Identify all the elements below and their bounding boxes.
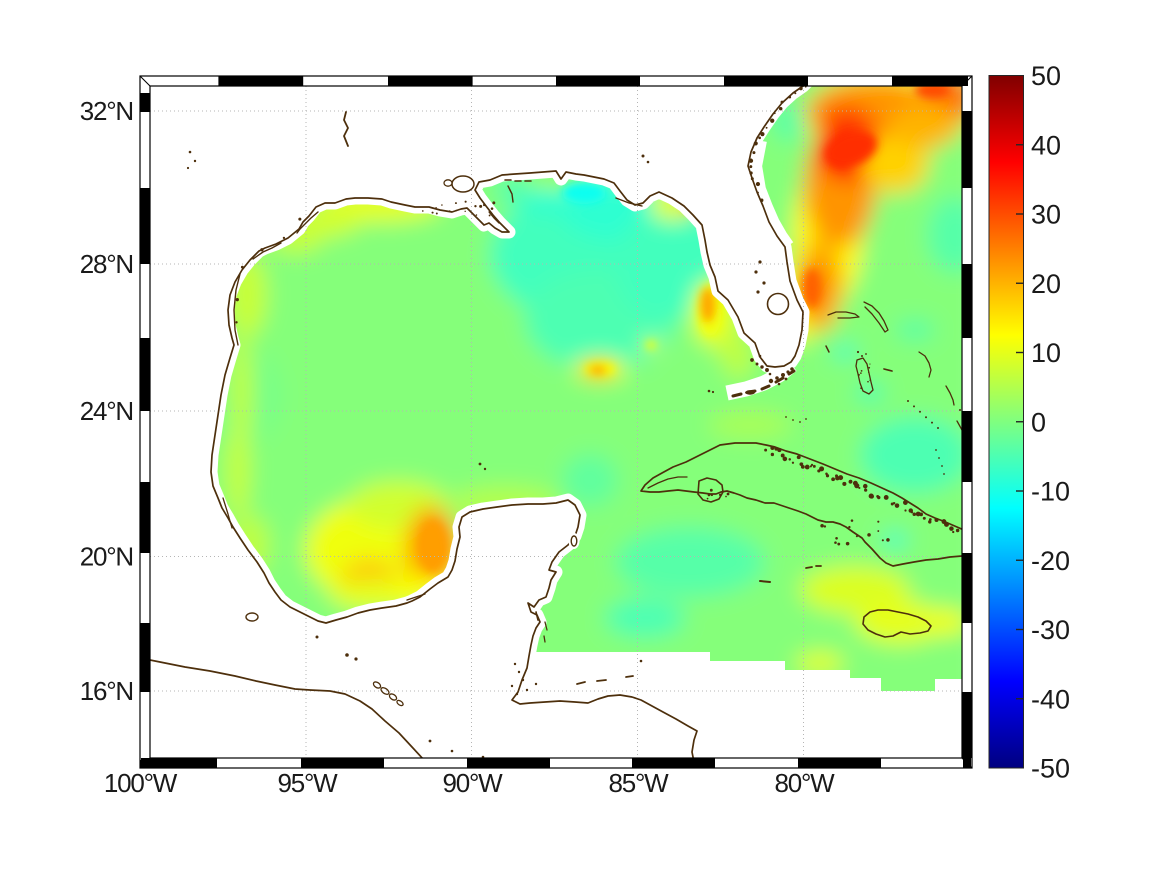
svg-text:0: 0 (1031, 407, 1046, 437)
svg-text:95°W: 95°W (277, 768, 338, 798)
svg-text:100°W: 100°W (104, 768, 178, 798)
svg-text:-30: -30 (1031, 615, 1070, 645)
svg-text:28°N: 28°N (80, 249, 133, 279)
svg-text:20: 20 (1031, 269, 1061, 299)
svg-text:-10: -10 (1031, 477, 1070, 507)
svg-text:90°W: 90°W (442, 768, 503, 798)
svg-text:80°W: 80°W (774, 768, 835, 798)
svg-text:85°W: 85°W (608, 768, 669, 798)
svg-text:40: 40 (1031, 130, 1061, 160)
svg-text:50: 50 (1031, 61, 1061, 91)
svg-text:24°N: 24°N (80, 396, 133, 426)
svg-text:16°N: 16°N (80, 676, 133, 706)
svg-text:-50: -50 (1031, 754, 1070, 784)
svg-text:20°N: 20°N (80, 542, 133, 572)
svg-text:10: 10 (1031, 338, 1061, 368)
svg-text:-20: -20 (1031, 546, 1070, 576)
svg-text:32°N: 32°N (80, 96, 133, 126)
svg-text:30: 30 (1031, 200, 1061, 230)
svg-text:-40: -40 (1031, 684, 1070, 714)
